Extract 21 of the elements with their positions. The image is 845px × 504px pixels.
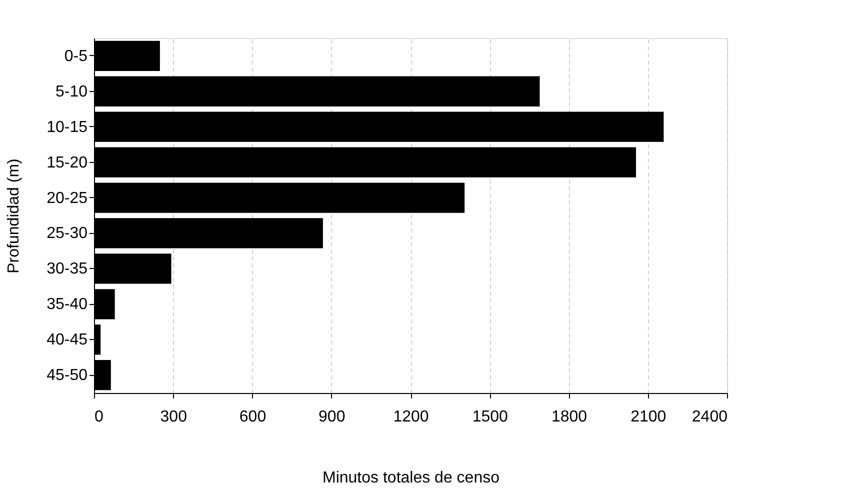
y-tick-label: 35-40 xyxy=(46,296,88,314)
x-tick-label: 2400 xyxy=(692,408,728,426)
x-tick-label: 1200 xyxy=(393,408,429,426)
y-tick-label: 45-50 xyxy=(46,367,88,384)
y-tick-label: 25-30 xyxy=(46,225,88,242)
x-tick-label: 0 xyxy=(94,408,104,426)
y-axis-title: Profundidad (m) xyxy=(6,158,23,274)
y-tick-label: 5-10 xyxy=(55,83,88,100)
x-tick-label: 300 xyxy=(160,408,188,426)
y-tick-label: 20-25 xyxy=(46,190,88,207)
x-tick-label: 1800 xyxy=(551,408,588,426)
x-tick-label: 600 xyxy=(239,408,266,426)
y-tick-label: 15-20 xyxy=(46,154,88,172)
y-tick-label: 40-45 xyxy=(46,332,88,349)
x-axis-title: Minutos totales de censo xyxy=(322,470,500,486)
y-tick-label: 0-5 xyxy=(64,48,88,65)
x-tick-label: 2100 xyxy=(630,408,666,426)
x-tick-label: 900 xyxy=(318,408,346,426)
y-tick-label: 10-15 xyxy=(46,118,88,136)
x-tick-label: 1500 xyxy=(472,408,508,426)
y-tick-label: 30-35 xyxy=(46,260,88,278)
